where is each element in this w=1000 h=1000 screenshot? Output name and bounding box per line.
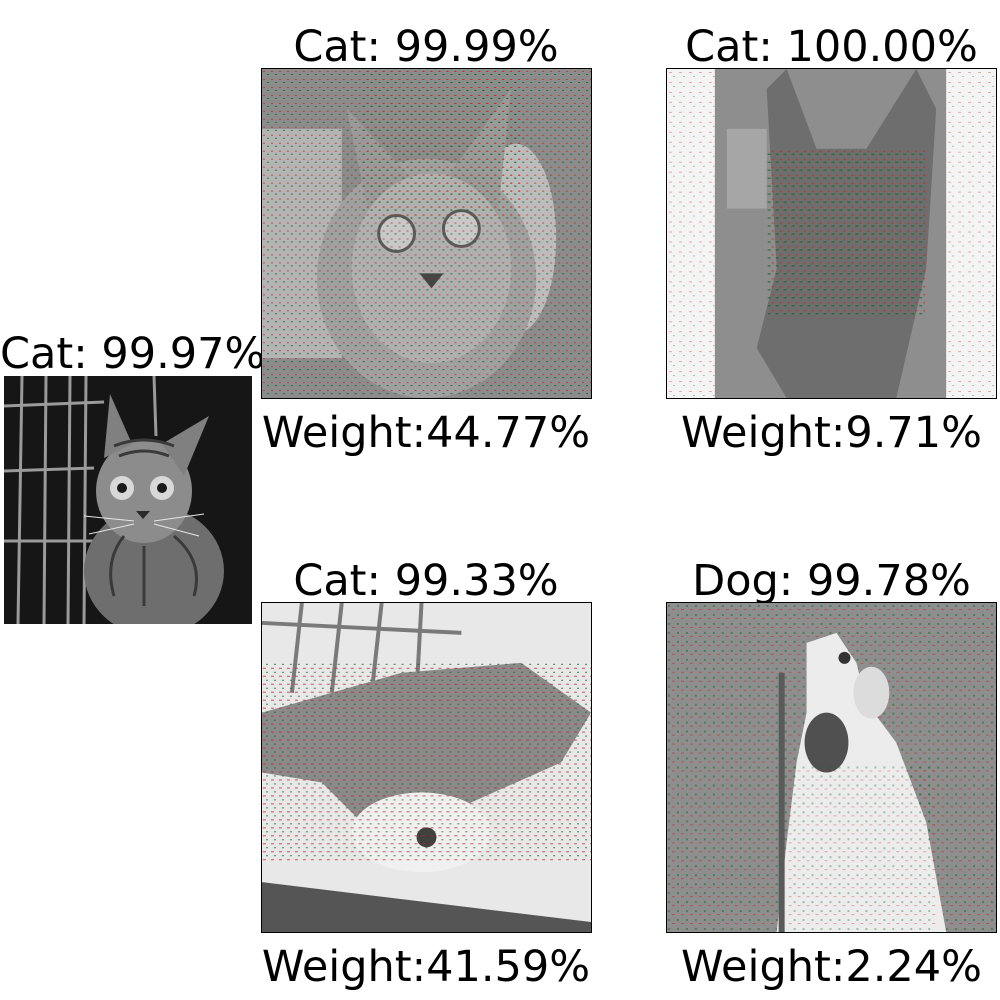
howling-dog-image bbox=[667, 603, 996, 932]
cat-photo-image bbox=[4, 376, 252, 624]
lying-cat-image bbox=[262, 603, 591, 932]
example-4-weight: Weight:2.24% bbox=[681, 942, 982, 992]
example-2-weight: Weight:9.71% bbox=[681, 408, 982, 458]
example-2-saliency-image bbox=[666, 68, 997, 399]
example-1-saliency-image bbox=[261, 68, 592, 399]
cat-face-image bbox=[262, 69, 591, 398]
example-3-weight: Weight:41.59% bbox=[261, 942, 591, 992]
example-4-saliency-image bbox=[666, 602, 997, 933]
example-3-saliency-image bbox=[261, 602, 592, 933]
example-1-prediction-title: Cat: 99.99% bbox=[293, 22, 559, 72]
query-cat-photo bbox=[4, 376, 252, 624]
example-4-prediction-title: Dog: 99.78% bbox=[692, 556, 971, 606]
example-1-weight: Weight:44.77% bbox=[261, 408, 591, 458]
query-prediction-title: Cat: 99.97% bbox=[0, 329, 266, 379]
standing-cat-image bbox=[667, 69, 996, 398]
example-2-prediction-title: Cat: 100.00% bbox=[685, 22, 978, 72]
example-3-prediction-title: Cat: 99.33% bbox=[293, 556, 559, 606]
